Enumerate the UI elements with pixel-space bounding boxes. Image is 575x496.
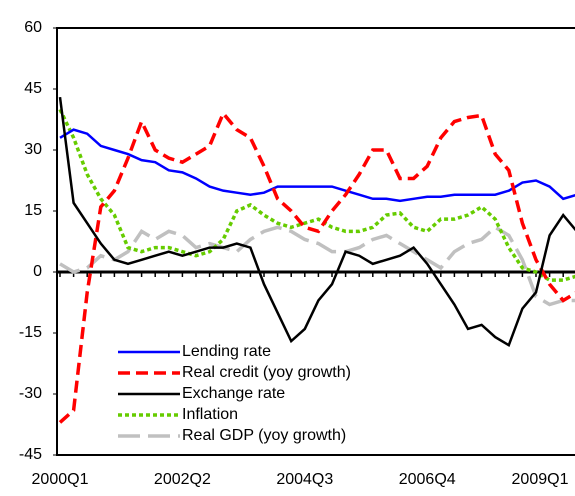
series-line <box>58 110 575 424</box>
series-line <box>59 128 575 203</box>
x-tick-label: 2004Q3 <box>276 471 333 488</box>
x-tick-label: 2000Q1 <box>32 471 89 488</box>
y-tick-label: 0 <box>33 263 42 280</box>
y-tick-label: -45 <box>19 446 42 463</box>
series-line <box>59 225 575 307</box>
series-line <box>58 96 575 348</box>
legend-label: Inflation <box>182 406 238 423</box>
x-tick-label: 2006Q4 <box>399 471 456 488</box>
y-tick-label: -15 <box>19 324 42 341</box>
plot-frame <box>56 27 575 456</box>
x-tick-label: 2002Q2 <box>154 471 211 488</box>
legend-label: Real credit (yoy growth) <box>182 364 351 381</box>
legend: Lending rate Real credit (yoy growth) Exch… <box>118 343 351 444</box>
series-line <box>58 108 575 282</box>
plot-area <box>57 96 575 424</box>
legend-label: Lending rate <box>182 343 271 360</box>
y-tick-label: -30 <box>19 385 42 402</box>
legend-label: Real GDP (yoy growth) <box>182 427 346 444</box>
y-tick-label: 60 <box>24 19 42 36</box>
axes: -45 -30 -15 0 15 30 45 60 2000Q1 2002Q2 2004Q3 2006… <box>19 19 569 488</box>
y-tick-label: 45 <box>24 80 42 97</box>
y-tick-label: 30 <box>24 141 42 158</box>
y-tick-label: 15 <box>24 202 42 219</box>
legend-label: Exchange rate <box>182 385 285 402</box>
x-tick-label: 2009Q1 <box>512 471 569 488</box>
